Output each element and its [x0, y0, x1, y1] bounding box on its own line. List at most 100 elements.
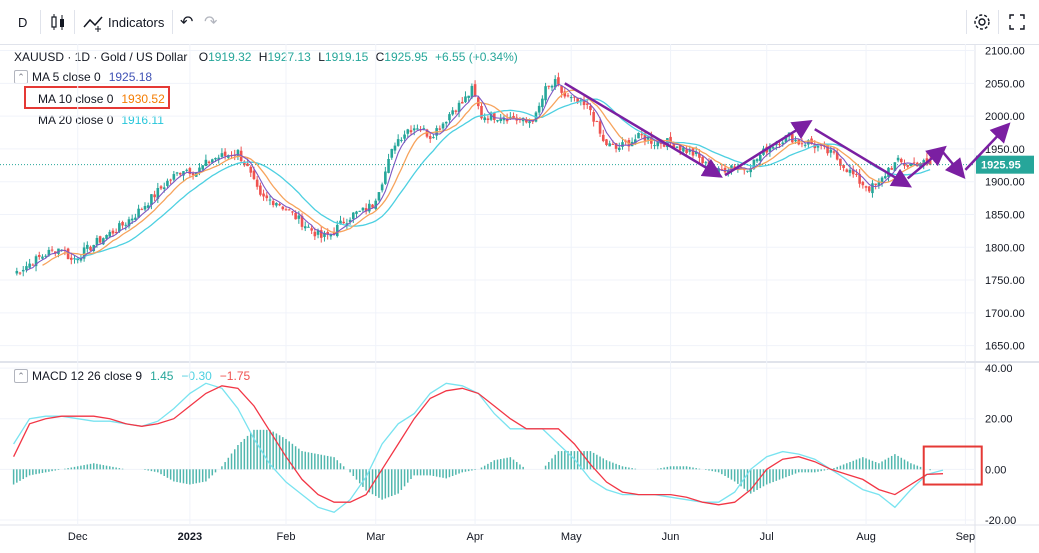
candle-body — [858, 173, 861, 184]
candle-body — [28, 263, 31, 268]
candle-body — [287, 209, 291, 211]
candle-body — [896, 157, 900, 161]
candle-body — [428, 136, 432, 139]
candle-body — [297, 215, 301, 219]
candle-body — [188, 168, 192, 174]
candle-body — [855, 174, 858, 176]
candle-body — [37, 255, 41, 257]
candle-body — [348, 219, 352, 223]
candles-icon — [51, 14, 64, 30]
redo-button[interactable]: ↷ — [204, 10, 217, 34]
macd-highlight-box — [922, 445, 983, 486]
candle-body — [682, 147, 685, 152]
candle-body — [162, 187, 166, 189]
price-tick-label: 1750.00 — [985, 275, 1025, 287]
candle-body — [906, 165, 910, 167]
candle-body — [662, 144, 666, 147]
candle-body — [595, 121, 599, 123]
price-tick-label: 1900.00 — [985, 177, 1025, 189]
macd-line — [13, 385, 944, 506]
price-tick-label: 1850.00 — [985, 209, 1025, 221]
ma20-line — [74, 98, 931, 261]
candle-body — [864, 186, 868, 188]
candle-body — [922, 160, 926, 165]
interval-label: D — [18, 14, 28, 30]
legend-ma10[interactable]: MA 10 close 0 1930.52 — [38, 91, 165, 107]
time-tick-label: May — [561, 531, 582, 543]
time-tick-label: Jul — [760, 531, 774, 543]
toolbar-divider — [40, 10, 41, 34]
ma10-highlight-box — [24, 86, 170, 109]
candle-body — [589, 105, 592, 111]
candle-body — [319, 230, 323, 238]
toolbar-divider — [966, 10, 967, 34]
candle-body — [403, 134, 406, 139]
candle-body — [550, 85, 554, 88]
undo-icon: ↶ — [180, 14, 194, 31]
candle-body — [294, 212, 297, 220]
candle-body — [460, 101, 464, 104]
candle-body — [541, 98, 544, 108]
candle-body — [457, 102, 461, 113]
candle-body — [159, 186, 163, 189]
candle-body — [525, 118, 528, 123]
candle-body — [726, 170, 730, 173]
candle-body — [217, 157, 221, 160]
indicators-icon — [83, 16, 103, 32]
candle-body — [191, 173, 195, 176]
price-tick-label: 2050.00 — [985, 78, 1025, 90]
symbol-title: XAUUSD · 1D · Gold / US Dollar — [14, 50, 188, 64]
candle-body — [156, 187, 160, 199]
interval-button[interactable]: D — [18, 10, 27, 34]
candle-body — [909, 163, 913, 166]
candle-body — [34, 256, 38, 267]
candle-body — [150, 194, 153, 206]
candle-body — [393, 145, 397, 151]
time-tick-label: Feb — [277, 531, 296, 543]
collapse-icon[interactable]: ⌃ — [14, 369, 28, 383]
candle-body — [621, 142, 624, 147]
candle-body — [803, 144, 807, 146]
trend-arrow — [906, 145, 947, 180]
candle-body — [130, 218, 134, 221]
legend-ma5[interactable]: ⌃ MA 5 close 0 1925.18 — [14, 69, 152, 85]
candle-body — [335, 224, 339, 237]
close-label: C — [375, 50, 385, 64]
histogram-group — [12, 429, 931, 500]
candle-body — [271, 201, 275, 206]
candle-body — [698, 153, 701, 158]
candle-body — [582, 99, 586, 106]
candle-body — [826, 144, 829, 154]
candle-body — [291, 211, 294, 213]
candle-body — [800, 143, 804, 145]
candle-body — [819, 144, 823, 146]
candle-body — [124, 224, 128, 226]
indicators-button[interactable]: Indicators — [82, 10, 164, 34]
candles-group — [15, 72, 932, 277]
candle-body — [25, 266, 28, 271]
candle-body — [137, 208, 140, 218]
undo-button[interactable]: ↶ — [180, 10, 193, 34]
candle-body — [92, 245, 96, 252]
candle-body — [835, 152, 839, 160]
chart-type-button[interactable] — [48, 10, 68, 34]
candle-body — [880, 177, 884, 184]
candle-body — [432, 137, 435, 139]
candle-body — [214, 157, 217, 160]
candle-body — [31, 264, 35, 266]
candle-body — [15, 270, 19, 274]
trend-arrow — [564, 82, 723, 178]
candle-body — [412, 128, 416, 131]
settings-button[interactable] — [972, 10, 992, 34]
time-tick-label: 2023 — [178, 531, 202, 543]
candle-body — [262, 193, 265, 197]
candle-body — [883, 176, 887, 179]
macd-label: MACD 12 26 close 9 — [32, 369, 143, 383]
legend-macd[interactable]: ⌃ MACD 12 26 close 9 1.45 −0.30 −1.75 — [14, 368, 250, 384]
change-value: +6.55 (+0.34%) — [435, 50, 518, 64]
candle-body — [832, 151, 836, 153]
fullscreen-button[interactable] — [1008, 10, 1026, 34]
candle-body — [86, 244, 89, 249]
candle-body — [352, 212, 355, 220]
